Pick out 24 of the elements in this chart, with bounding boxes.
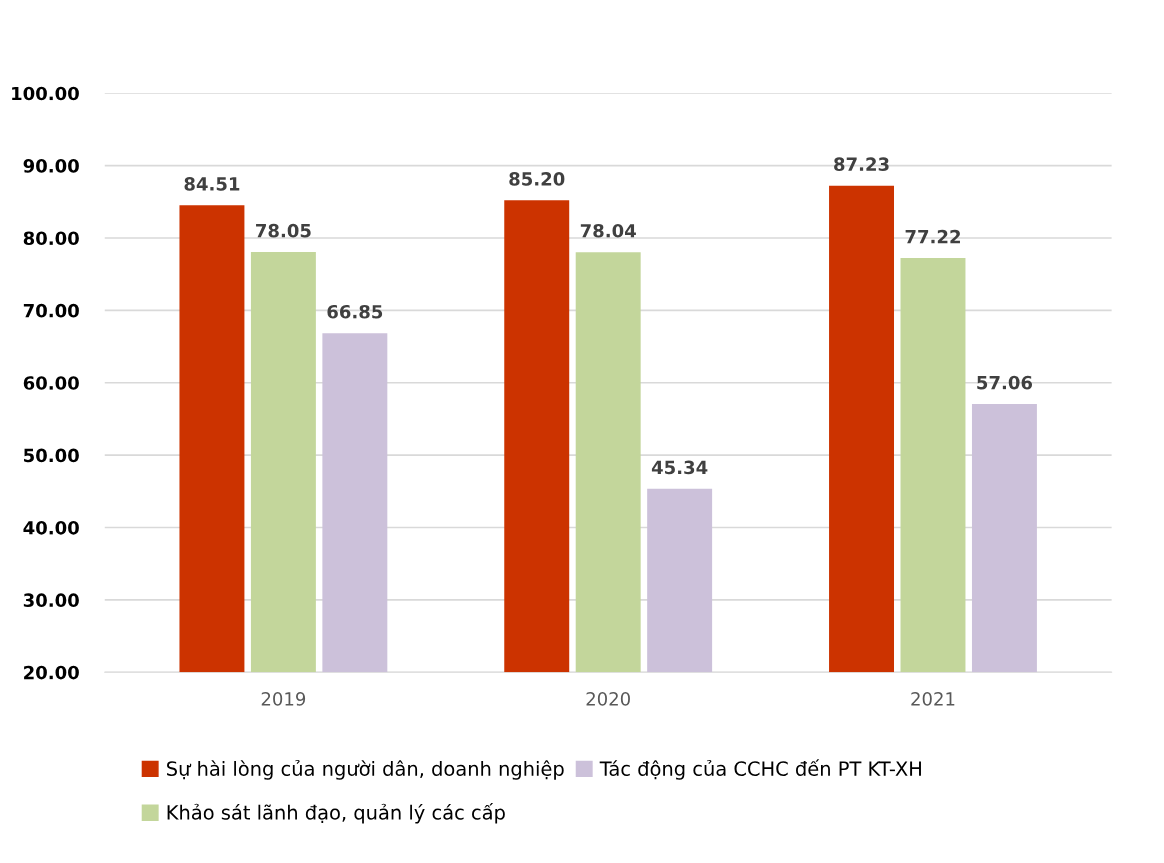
data-label: 84.51	[184, 177, 240, 191]
y-tick-label: 50.00	[24, 448, 79, 463]
data-label: 57.06	[977, 375, 1033, 390]
legend-label: Sự hài lòng của người dân, doanh nghiệp	[167, 759, 564, 780]
data-label: 66.85	[327, 304, 383, 319]
x-tick-label: 2020	[586, 692, 630, 706]
data-label: 87.23	[834, 157, 889, 172]
x-tick-label: 2019	[261, 692, 306, 706]
y-tick-label: 70.00	[23, 303, 79, 318]
legend-label: Tác động của CCHC đến PT KT-XH	[599, 759, 921, 780]
y-tick-label: 20.00	[24, 665, 79, 680]
y-tick-label: 90.00	[23, 159, 79, 173]
legend-label: Khảo sát lãnh đạo, quản lý các cấp	[167, 803, 505, 824]
data-label: 78.04	[580, 223, 636, 238]
data-label: 85.20	[509, 172, 565, 186]
y-tick-label: 30.00	[23, 593, 79, 608]
x-tick-label: 2021	[911, 692, 955, 706]
y-tick-label: 100.00	[12, 86, 79, 101]
data-label: 78.05	[256, 223, 311, 238]
data-label: 77.22	[905, 229, 960, 244]
data-label: 45.34	[651, 460, 708, 475]
y-tick-label: 60.00	[23, 376, 79, 390]
y-tick-label: 80.00	[23, 231, 79, 246]
y-tick-label: 40.00	[23, 520, 79, 535]
